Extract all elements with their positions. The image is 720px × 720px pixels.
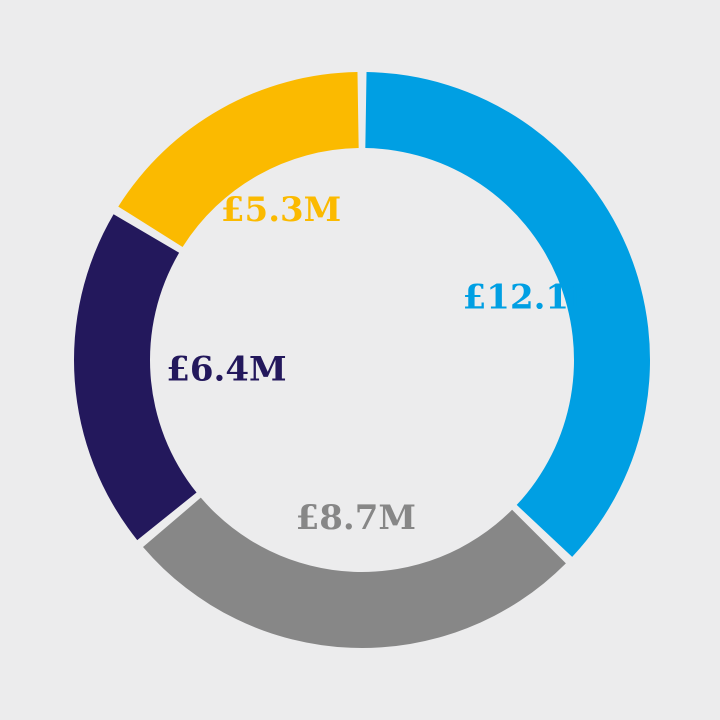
donut-slices <box>74 72 651 648</box>
donut-labels: £12.1M £8.7M £6.4M £5.3M <box>166 190 607 538</box>
donut-label-3: £6.4M <box>166 349 286 389</box>
donut-label-4: £5.3M <box>221 190 341 230</box>
donut-slice-2 <box>143 497 566 648</box>
donut-label-2: £8.7M <box>296 498 416 538</box>
donut-slice-4 <box>118 72 359 248</box>
donut-slice-1 <box>365 72 651 557</box>
donut-label-1: £12.1M <box>463 277 607 317</box>
donut-slice-3 <box>74 214 197 541</box>
